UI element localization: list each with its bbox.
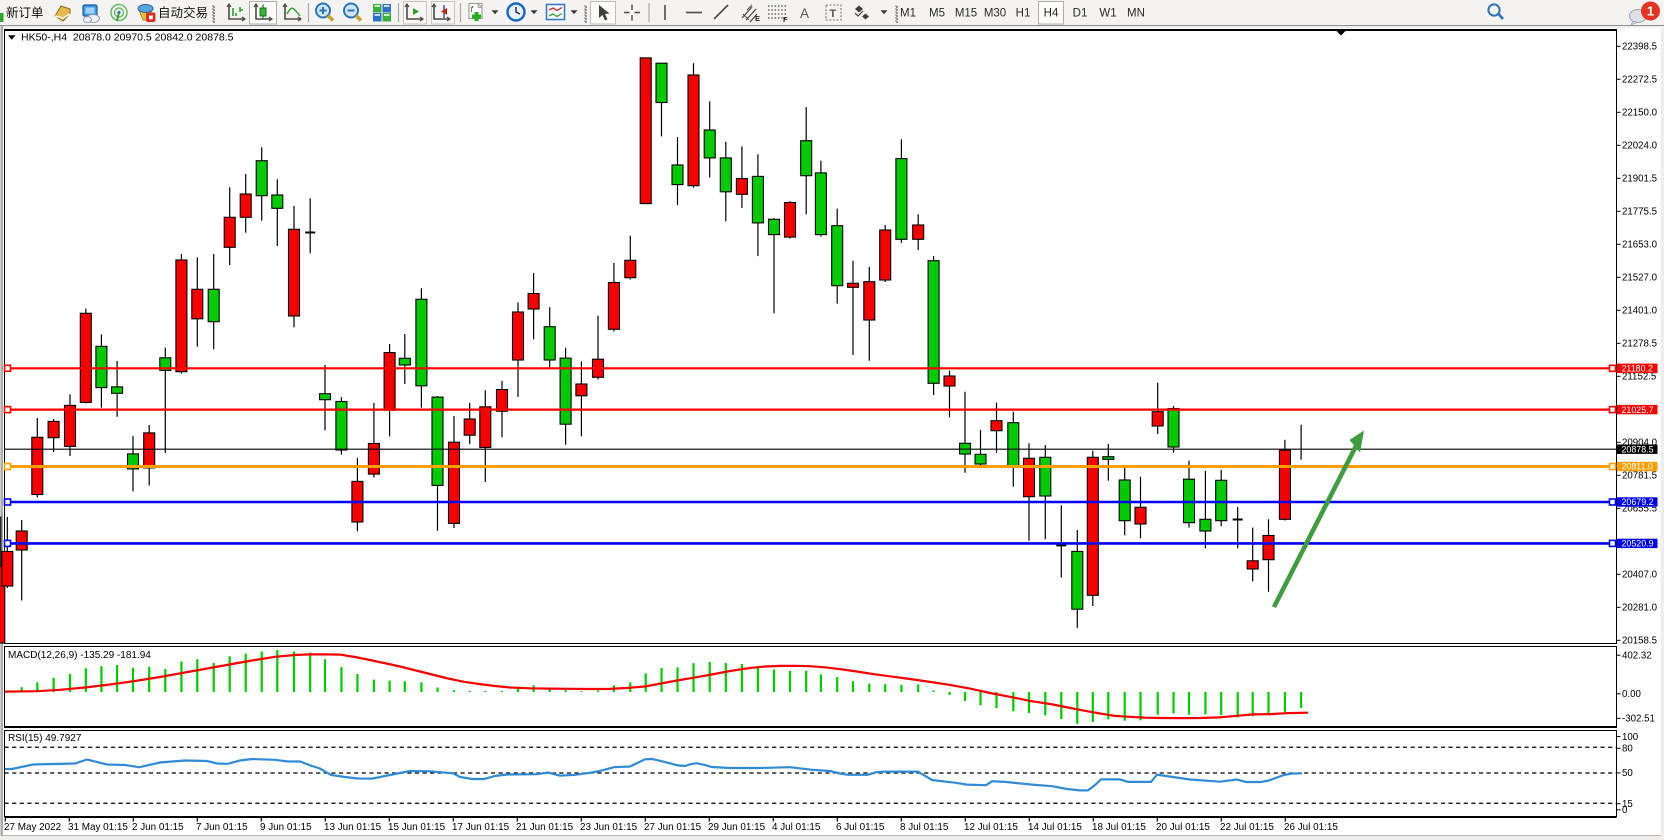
svg-text:27 Jun 01:15: 27 Jun 01:15 (644, 822, 702, 833)
svg-text:21180.2: 21180.2 (1622, 364, 1653, 374)
svg-text:M30: M30 (984, 8, 1006, 20)
svg-text:21401.0: 21401.0 (1622, 306, 1658, 317)
svg-text:21025.7: 21025.7 (1622, 405, 1654, 415)
svg-text:M1: M1 (900, 8, 916, 20)
svg-text:0: 0 (1622, 805, 1628, 816)
svg-text:W1: W1 (1099, 8, 1116, 20)
svg-text:20 Jul 01:15: 20 Jul 01:15 (1156, 822, 1210, 833)
svg-text:D1: D1 (1073, 8, 1088, 20)
svg-text:MACD(12,26,9) -135.29 -181.94: MACD(12,26,9) -135.29 -181.94 (8, 650, 151, 661)
svg-text:21527.0: 21527.0 (1622, 273, 1658, 284)
svg-text:-302.51: -302.51 (1622, 714, 1655, 725)
svg-text:20878.5: 20878.5 (1622, 444, 1654, 454)
svg-text:新订单: 新订单 (6, 5, 44, 20)
svg-text:A: A (800, 6, 809, 21)
svg-text:HK50-,H4 20878.0 20970.5 2084: HK50-,H4 20878.0 20970.5 20842.0 20878.5 (21, 32, 234, 44)
svg-text:31 May 01:15: 31 May 01:15 (68, 822, 128, 833)
svg-text:20520.9: 20520.9 (1622, 539, 1654, 549)
svg-text:MN: MN (1127, 8, 1145, 20)
svg-text:21775.5: 21775.5 (1622, 207, 1657, 218)
svg-text:14 Jul 01:15: 14 Jul 01:15 (1028, 822, 1082, 833)
svg-text:21901.5: 21901.5 (1622, 174, 1657, 185)
svg-text:21152.5: 21152.5 (1622, 372, 1656, 383)
svg-text:H1: H1 (1016, 8, 1031, 20)
svg-text:6 Jul 01:15: 6 Jul 01:15 (836, 822, 885, 833)
svg-text:22272.5: 22272.5 (1622, 75, 1657, 86)
svg-text:21 Jun 01:15: 21 Jun 01:15 (516, 822, 574, 833)
svg-text:2 Jun 01:15: 2 Jun 01:15 (132, 822, 184, 833)
svg-text:9 Jun 01:15: 9 Jun 01:15 (260, 822, 312, 833)
svg-text:17 Jun 01:15: 17 Jun 01:15 (452, 822, 510, 833)
svg-text:29 Jun 01:15: 29 Jun 01:15 (708, 822, 766, 833)
svg-text:20679.2: 20679.2 (1622, 497, 1654, 507)
svg-text:f: f (471, 5, 474, 14)
svg-text:M5: M5 (929, 8, 945, 20)
svg-text:8 Jul 01:15: 8 Jul 01:15 (900, 822, 949, 833)
svg-text:E: E (755, 14, 760, 23)
svg-text:20811.0: 20811.0 (1622, 462, 1653, 472)
svg-text:22024.0: 22024.0 (1622, 141, 1658, 152)
svg-text:F: F (783, 15, 788, 24)
svg-text:50: 50 (1622, 768, 1633, 779)
svg-text:100: 100 (1622, 732, 1639, 743)
svg-text:15 Jun 01:15: 15 Jun 01:15 (388, 822, 446, 833)
svg-text:21653.0: 21653.0 (1622, 240, 1658, 251)
svg-text:20281.0: 20281.0 (1622, 603, 1658, 614)
svg-text:20781.5: 20781.5 (1622, 471, 1657, 482)
svg-text:13 Jun 01:15: 13 Jun 01:15 (324, 822, 382, 833)
svg-text:22 Jul 01:15: 22 Jul 01:15 (1220, 822, 1274, 833)
svg-text:15: 15 (1622, 799, 1633, 810)
svg-text:20904.0: 20904.0 (1622, 438, 1658, 449)
svg-text:12 Jul 01:15: 12 Jul 01:15 (964, 822, 1018, 833)
svg-text:4 Jul 01:15: 4 Jul 01:15 (772, 822, 821, 833)
svg-text:20655.5: 20655.5 (1622, 504, 1657, 515)
svg-text:27 May 2022: 27 May 2022 (4, 822, 61, 833)
svg-text:RSI(15) 49.7927: RSI(15) 49.7927 (8, 733, 82, 744)
svg-text:20407.0: 20407.0 (1622, 570, 1658, 581)
svg-text:0.00: 0.00 (1622, 689, 1641, 700)
svg-text:M15: M15 (955, 8, 977, 20)
svg-text:21278.5: 21278.5 (1622, 339, 1657, 350)
svg-text:80: 80 (1622, 744, 1633, 755)
svg-text:自动交易: 自动交易 (158, 5, 208, 20)
svg-text:20158.5: 20158.5 (1622, 636, 1657, 647)
svg-text:22150.0: 22150.0 (1622, 108, 1658, 119)
svg-text:402.32: 402.32 (1622, 650, 1652, 661)
svg-text:26 Jul 01:15: 26 Jul 01:15 (1284, 822, 1338, 833)
svg-text:7 Jun 01:15: 7 Jun 01:15 (196, 822, 248, 833)
svg-text:1: 1 (1647, 4, 1654, 19)
svg-text:18 Jul 01:15: 18 Jul 01:15 (1092, 822, 1146, 833)
svg-text:H4: H4 (1044, 8, 1059, 20)
svg-text:23 Jun 01:15: 23 Jun 01:15 (580, 822, 638, 833)
svg-text:22398.5: 22398.5 (1622, 42, 1657, 53)
svg-text:T: T (830, 8, 837, 20)
